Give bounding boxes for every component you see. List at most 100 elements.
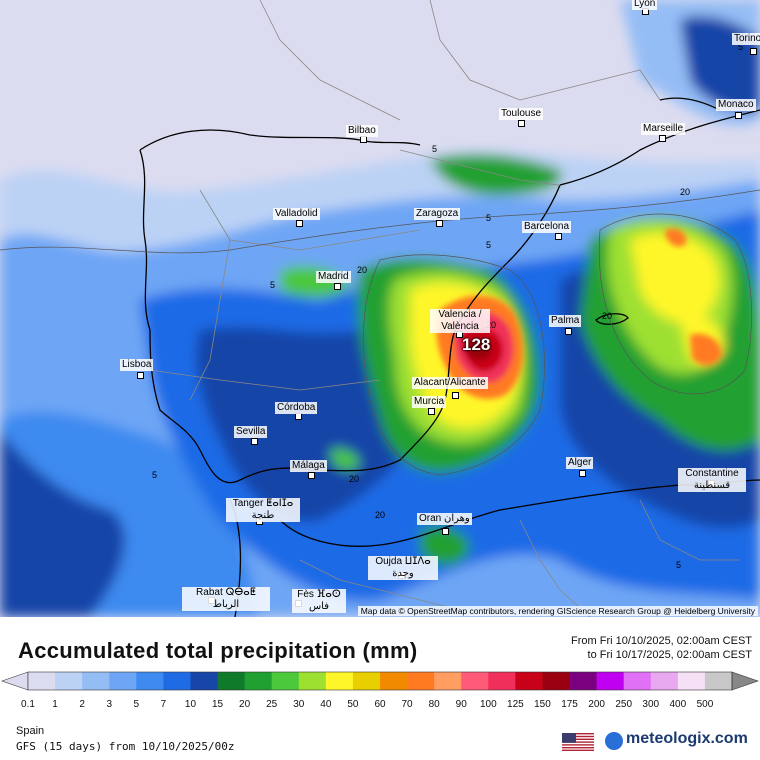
legend-tick-label: 80 xyxy=(428,699,440,710)
legend-swatch xyxy=(704,672,733,690)
city-marker xyxy=(360,136,367,143)
precipitation-field xyxy=(0,0,760,617)
city-marker xyxy=(295,413,302,420)
city-label-alicante[interactable]: Alacant/Alicante xyxy=(412,377,488,389)
color-legend xyxy=(1,671,759,691)
legend-tick-label: 7 xyxy=(160,699,167,710)
city-label-alger[interactable]: Alger xyxy=(566,457,594,469)
legend-swatch xyxy=(407,672,435,690)
city-label-fes[interactable]: Fès ⴼⴰⵙ فاس xyxy=(292,589,346,613)
legend-tick-label: 200 xyxy=(588,699,605,710)
map-attribution: Map data © OpenStreetMap contributors, r… xyxy=(357,606,758,616)
model-run-label: GFS (15 days) from 10/10/2025/00z xyxy=(16,740,235,753)
legend-swatch xyxy=(109,672,137,690)
legend-tick-label: 400 xyxy=(669,699,687,710)
city-label-oran[interactable]: Oran وهران xyxy=(417,513,472,525)
legend-swatch xyxy=(298,672,327,690)
city-label-barcelona[interactable]: Barcelona xyxy=(522,221,572,233)
city-label-toulouse[interactable]: Toulouse xyxy=(499,108,544,120)
city-label-oujda[interactable]: Oujda ⵡⵊⴷⴰ وجدة xyxy=(368,556,438,580)
city-marker xyxy=(518,120,525,127)
legend-tick-label: 250 xyxy=(615,699,633,710)
city-marker xyxy=(442,528,449,535)
city-label-madrid[interactable]: Madrid xyxy=(316,271,351,283)
city-label-lisboa[interactable]: Lisboa xyxy=(120,359,154,371)
legend-swatch xyxy=(380,672,408,690)
legend-swatch xyxy=(136,672,164,690)
contour-label: 20 xyxy=(357,265,368,275)
legend-tick-label: 70 xyxy=(401,699,413,710)
legend-swatch xyxy=(461,672,489,690)
legend-swatch xyxy=(677,672,706,690)
legend-swatch xyxy=(325,672,354,690)
city-label-monaco[interactable]: Monaco xyxy=(716,99,756,111)
city-marker xyxy=(137,372,144,379)
city-marker xyxy=(659,135,666,142)
legend-swatch xyxy=(217,672,246,690)
city-label-valencia[interactable]: Valencia / València xyxy=(430,309,490,333)
max-precip-value: 128 xyxy=(462,335,491,354)
legend-tick-label: 60 xyxy=(374,699,386,710)
city-label-palma[interactable]: Palma xyxy=(549,315,582,327)
period-to: to Fri 10/17/2025, 02:00am CEST xyxy=(587,649,752,661)
legend-tick-label: 125 xyxy=(507,699,524,710)
legend-swatch xyxy=(650,672,679,690)
city-label-lyon[interactable]: Lyon xyxy=(632,0,658,10)
legend-swatch xyxy=(82,672,110,690)
contour-label: 20 xyxy=(602,311,613,321)
city-label-malaga[interactable]: Málaga xyxy=(290,460,327,472)
time-period: From Fri 10/10/2025, 02:00am CEST to Fri… xyxy=(571,634,752,662)
city-label-zaragoza[interactable]: Zaragoza xyxy=(414,208,461,220)
legend-tick-label: 10 xyxy=(184,699,197,710)
city-label-rabat[interactable]: Rabat ⵕⴱⴰⵟ الرباط xyxy=(182,587,270,611)
contour-label: 5 xyxy=(486,213,492,223)
city-marker xyxy=(735,112,742,119)
us-flag-icon[interactable] xyxy=(562,733,594,751)
contour-lines xyxy=(0,189,760,476)
city-marker xyxy=(452,392,459,399)
legend-swatch xyxy=(623,672,652,690)
city-marker xyxy=(334,283,341,290)
legend-tick-label: 15 xyxy=(211,699,224,710)
city-label-valladolid[interactable]: Valladolid xyxy=(273,208,320,220)
legend-swatch xyxy=(244,672,273,690)
city-label-marseille[interactable]: Marseille xyxy=(641,123,686,135)
city-label-sevilla[interactable]: Sevilla xyxy=(234,426,268,438)
legend-swatch xyxy=(434,672,462,690)
city-label-cordoba[interactable]: Córdoba xyxy=(275,402,318,414)
legend-tick-label: 50 xyxy=(347,699,359,710)
contour-label: 20 xyxy=(349,474,360,484)
contour-label: 20 xyxy=(486,320,497,330)
city-marker xyxy=(579,470,586,477)
legend-swatch xyxy=(163,672,191,690)
city-label-bilbao[interactable]: Bilbao xyxy=(346,125,378,137)
contour-label: 5 xyxy=(676,560,682,570)
legend-swatch xyxy=(28,672,56,690)
city-label-constantine[interactable]: Constantine قسنطينة xyxy=(678,468,746,492)
contour-label: 5 xyxy=(432,144,438,154)
legend-tick-label: 2 xyxy=(79,699,85,710)
city-marker xyxy=(565,328,572,335)
brand-logo[interactable]: meteologix.com xyxy=(626,730,748,747)
contour-label: 20 xyxy=(680,187,691,197)
legend-tick-label: 175 xyxy=(561,699,578,710)
legend-tick-label: 1 xyxy=(52,699,58,710)
contour-label: 20 xyxy=(375,510,386,520)
contour-label: 5 xyxy=(486,240,492,250)
page-title: Accumulated total precipitation (mm) xyxy=(18,638,418,663)
legend-tick-label: 500 xyxy=(696,699,714,710)
legend-tick-label: 30 xyxy=(293,699,305,710)
city-label-torino[interactable]: Torino xyxy=(732,33,760,45)
city-marker xyxy=(308,472,315,479)
contour-label: 5 xyxy=(738,42,744,52)
legend-tick-label: 3 xyxy=(106,699,112,710)
legend-swatch xyxy=(190,672,219,690)
legend-swatch xyxy=(55,672,83,690)
city-label-murcia[interactable]: Murcia xyxy=(412,396,447,408)
city-label-tanger[interactable]: Tanger ⵟⴰⵏⵊⴰ طنجة xyxy=(226,498,300,522)
city-marker xyxy=(750,48,757,55)
city-marker xyxy=(428,408,435,415)
precipitation-map[interactable]: 5 5 5 5 5 5 5 20 20 20 20 20 20 128 Lyon… xyxy=(0,0,760,617)
meteologix-logo-icon xyxy=(605,732,623,750)
legend-swatch xyxy=(271,672,300,690)
